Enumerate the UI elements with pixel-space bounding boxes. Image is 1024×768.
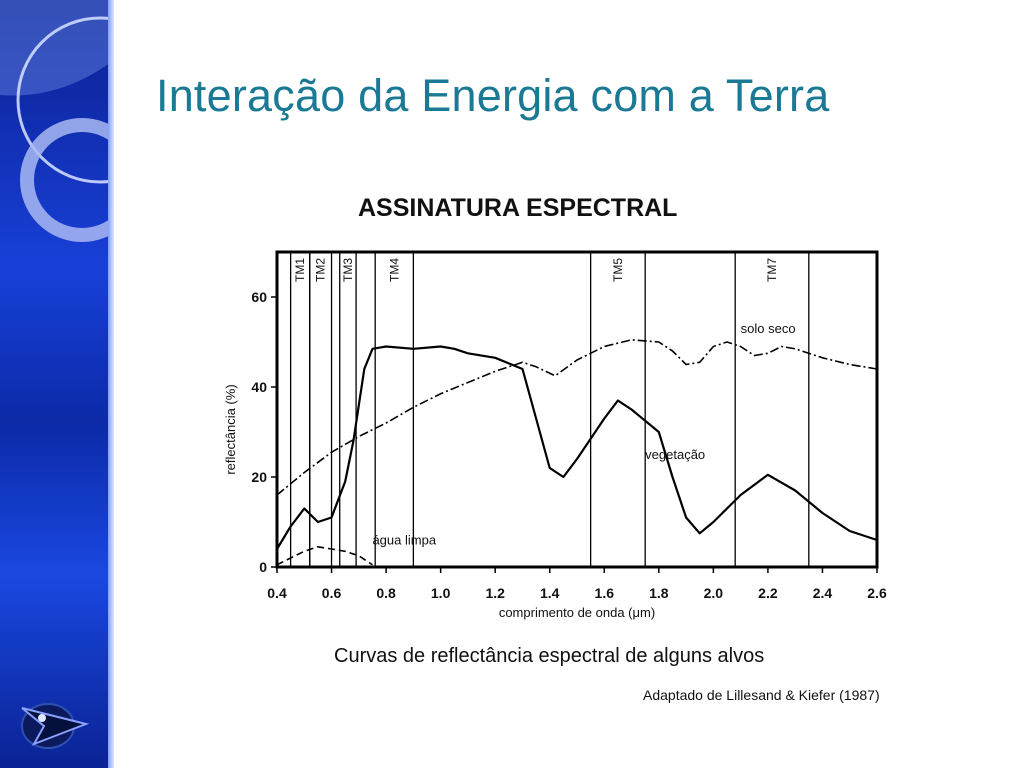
x-tick-label: 1.4 xyxy=(540,585,560,601)
x-tick-label: 2.2 xyxy=(758,585,778,601)
chart-source: Adaptado de Lillesand & Kiefer (1987) xyxy=(643,687,880,703)
sidebar-decoration xyxy=(0,0,114,768)
x-tick-label: 1.0 xyxy=(431,585,451,601)
band-label-tm1: TM1 xyxy=(293,258,307,282)
chart-caption: Curvas de reflectância espectral de algu… xyxy=(334,645,764,667)
series-line-solo-seco xyxy=(276,339,878,496)
band-label-tm3: TM3 xyxy=(341,258,355,282)
y-tick-label: 20 xyxy=(251,469,267,485)
x-tick-label: 2.0 xyxy=(704,585,724,601)
sidebar-rings xyxy=(0,0,114,242)
x-tick-label: 1.2 xyxy=(485,585,505,601)
band-label-tm5: TM5 xyxy=(611,258,625,282)
band-label-tm7: TM7 xyxy=(765,258,779,282)
next-slide-button[interactable] xyxy=(14,690,96,752)
slide-title: Interação da Energia com a Terra xyxy=(156,70,830,121)
y-axis-label: reflectância (%) xyxy=(223,384,238,474)
band-label-tm4: TM4 xyxy=(387,258,401,282)
x-tick-label: 0.4 xyxy=(267,585,287,601)
series-label-agua-limpa: água limpa xyxy=(372,533,436,548)
spectral-chart: ASSINATURA ESPECTRAL TM1 TM2 TM3 TM4 TM5 TM7 0.… xyxy=(223,194,887,703)
x-tick-label: 1.6 xyxy=(595,585,615,601)
series-label-vegetacao: vegetação xyxy=(645,447,705,462)
x-axis-label: comprimento de onda (μm) xyxy=(499,605,655,620)
y-tick-label: 40 xyxy=(251,379,267,395)
x-tick-label: 2.6 xyxy=(867,585,887,601)
band-label-tm2: TM2 xyxy=(314,258,328,282)
plot-frame xyxy=(275,250,879,569)
x-tick-label: 1.8 xyxy=(649,585,669,601)
x-tick-label: 0.6 xyxy=(322,585,342,601)
series-line-agua-limpa xyxy=(276,545,373,566)
chart-title: ASSINATURA ESPECTRAL xyxy=(358,194,677,222)
x-tick-label: 2.4 xyxy=(813,585,833,601)
arrow-right-icon xyxy=(21,703,90,749)
series-label-solo-seco: solo seco xyxy=(741,321,796,336)
x-tick-label: 0.8 xyxy=(376,585,396,601)
y-tick-label: 0 xyxy=(259,559,267,575)
y-tick-label: 60 xyxy=(251,289,267,305)
series-line-vegetacao xyxy=(276,345,878,550)
